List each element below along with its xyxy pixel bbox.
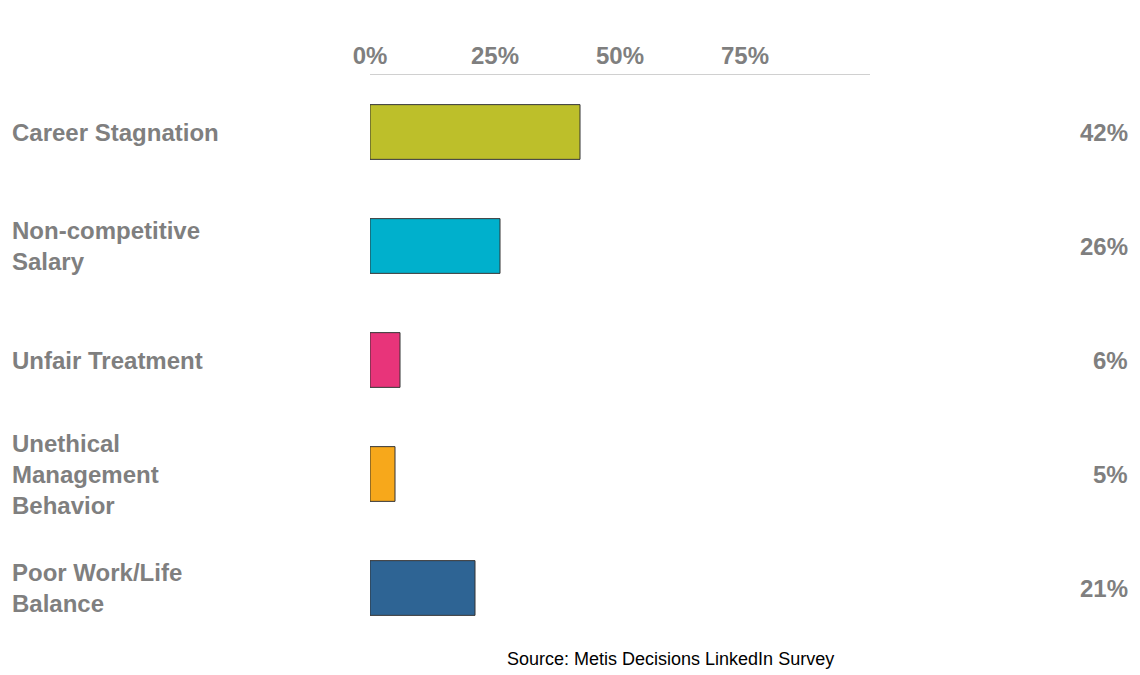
svg-text:0%: 0% <box>353 42 388 69</box>
svg-text:UnethicalManagementBehavior: UnethicalManagementBehavior <box>12 430 159 519</box>
svg-text:42%: 42% <box>1080 119 1128 146</box>
svg-text:Source: Metis Decisions Linked: Source: Metis Decisions LinkedIn Survey <box>507 649 834 669</box>
svg-text:Unfair Treatment: Unfair Treatment <box>12 347 203 374</box>
svg-text:Career Stagnation: Career Stagnation <box>12 119 219 146</box>
svg-text:21%: 21% <box>1080 575 1128 602</box>
svg-text:Non-competitiveSalary: Non-competitiveSalary <box>12 217 200 275</box>
svg-text:6%: 6% <box>1093 347 1128 374</box>
svg-text:Poor Work/LifeBalance: Poor Work/LifeBalance <box>12 559 182 617</box>
svg-text:25%: 25% <box>471 42 519 69</box>
svg-text:50%: 50% <box>596 42 644 69</box>
svg-text:5%: 5% <box>1093 461 1128 488</box>
svg-text:75%: 75% <box>721 42 769 69</box>
svg-text:26%: 26% <box>1080 233 1128 260</box>
